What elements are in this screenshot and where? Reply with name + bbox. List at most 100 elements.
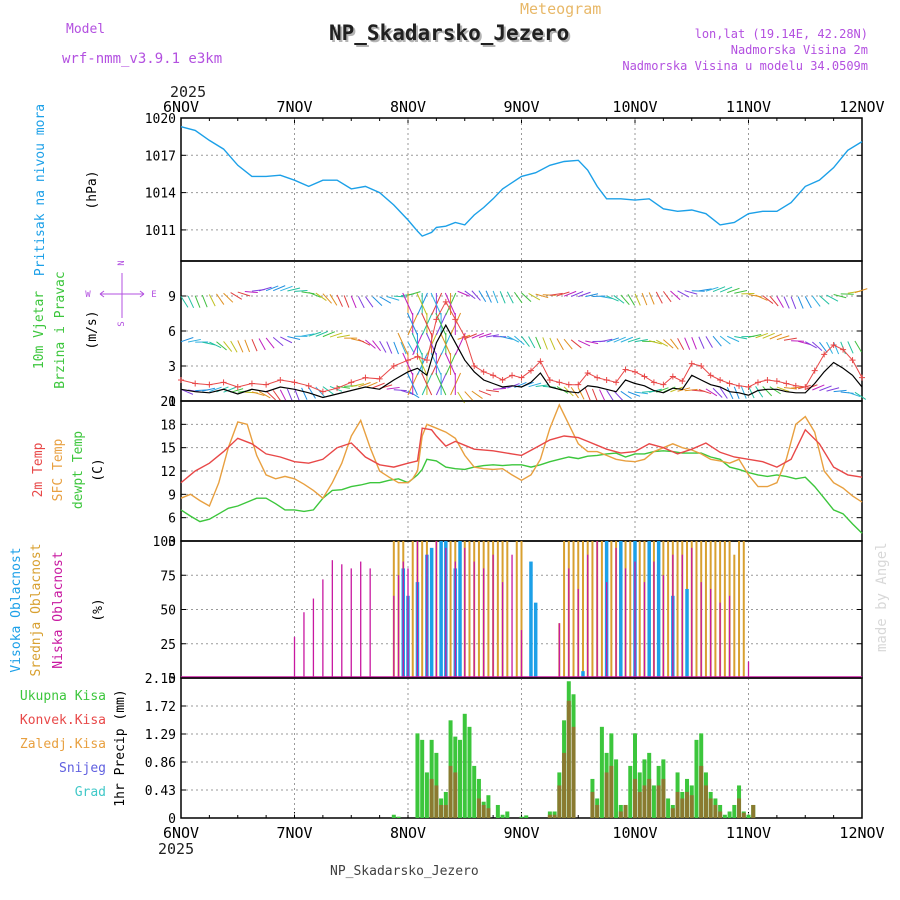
wind-arrow [542, 337, 548, 350]
cloud-low-bar [700, 582, 702, 678]
wind-arrow [613, 295, 625, 304]
sfc-temp-line [180, 403, 863, 508]
wind-arrow [613, 390, 623, 401]
wind-arrow-storm [402, 292, 414, 316]
wind-arrow [769, 295, 779, 307]
wind-arrow [287, 287, 301, 292]
wind-arrow [478, 333, 492, 339]
precip-unit: 1hr Precip (mm) [113, 689, 128, 806]
wind-arrow [521, 292, 532, 303]
wind-gust-marker [632, 368, 638, 375]
wind-gust-marker [660, 381, 667, 388]
wind-arrow [464, 391, 474, 402]
time-label-top: 8NOV [390, 98, 426, 116]
pressure-unit: (hPa) [85, 170, 100, 209]
wind-arrow [719, 286, 733, 293]
wind-arrow [202, 341, 216, 346]
wind-gust-marker [603, 377, 610, 383]
cloud-low-bar [520, 630, 523, 678]
cloud-mid-bar [572, 541, 575, 678]
cloud-mid-bar [487, 541, 490, 678]
wind-gust-marker [622, 366, 629, 373]
wind-arrow [585, 340, 599, 345]
wind-arrow [294, 290, 308, 292]
wind-arrow [507, 335, 520, 343]
temperature-panel: 3 6 9 12 15 18 21 [160, 395, 863, 550]
wind-arrow [712, 286, 726, 293]
section-title: Meteogram [520, 0, 601, 18]
cloud-low-bar [605, 582, 608, 678]
wind-arrow [826, 387, 840, 392]
time-label-top: 10NOV [612, 98, 657, 116]
year-top: 2025 [170, 83, 206, 101]
wind-gust-marker [518, 374, 525, 381]
precip-ytick-label: 1.29 [145, 728, 176, 743]
wind-gust-marker [650, 379, 657, 386]
wind-arrow [812, 341, 823, 352]
cloud-low-bar [728, 595, 731, 678]
precip-legend-item: Zaledj.Kisa [20, 737, 106, 752]
wind-gust-marker [305, 382, 312, 389]
wind-arrow [251, 391, 265, 397]
cloud-low-bar [492, 554, 494, 678]
credit-watermark: made by Angel [874, 542, 890, 652]
precip-total-bar [732, 804, 737, 818]
precip-total-bar [415, 733, 420, 818]
wind-gust-marker [773, 378, 780, 385]
wind-arrow [230, 292, 243, 300]
wind-arrow [365, 296, 374, 308]
wind-arrow [506, 291, 514, 304]
precip-convective-bar [557, 785, 562, 818]
cloud-ytick-label: 75 [160, 569, 176, 584]
wind-arrow [599, 389, 606, 402]
cloud-low-bar [402, 561, 404, 678]
lonlat-label: lon,lat (19.14E, 42.28N) [695, 27, 868, 41]
wind-gust-marker [575, 381, 582, 388]
precip-convective-bar [633, 778, 637, 818]
wind-arrow [301, 387, 308, 400]
wind-title-2: Brzina i Pravac [53, 271, 68, 388]
precip-total-bar [462, 713, 467, 818]
cloud-mid-bar [629, 541, 632, 678]
wind-ytick-label: 3 [168, 360, 176, 375]
wind-arrow [819, 295, 830, 305]
wind-gust-marker [849, 357, 856, 364]
cloud-unit: (%) [91, 598, 106, 621]
wind-arrow [471, 332, 485, 339]
cloud-mid-bar [581, 541, 584, 678]
cloud-low-bar [445, 547, 447, 678]
cloud-mid-bar [676, 541, 679, 678]
model-label: Model [66, 22, 105, 37]
cloud-high-bar [647, 541, 651, 678]
wind-arrow-storm [440, 332, 452, 356]
wind-ytick-label: 6 [168, 325, 176, 340]
cloud-high-bar [529, 561, 533, 678]
wind-arrow [755, 294, 768, 301]
wind-arrow [301, 333, 315, 337]
wind-arrow [386, 341, 393, 354]
wind-gust-marker [783, 380, 790, 387]
wind-arrow [393, 341, 399, 355]
cloud-low-bar [558, 623, 560, 678]
cloud-mid-bar [506, 541, 509, 678]
precip-total-bar [420, 739, 425, 818]
wind-gust-marker [248, 380, 255, 387]
dewpoint-line [180, 450, 863, 534]
time-label-bottom: 11NOV [726, 824, 771, 842]
wind-arrow [315, 330, 328, 337]
cloud-low-bar [331, 560, 333, 678]
compass-e: E [151, 290, 156, 300]
wind-gust-marker [452, 316, 459, 323]
wind-arrow [237, 291, 251, 297]
wind-arrow [734, 335, 748, 340]
precip-total-bar [519, 816, 524, 818]
cloud-low-bar [643, 582, 646, 678]
wind-arrow [591, 388, 598, 402]
wind-arrow [634, 391, 648, 395]
wind-gust-marker [480, 368, 487, 375]
wind-gust-marker [745, 384, 752, 390]
precip-total-bar [694, 739, 699, 818]
cloud-mid-bar [563, 541, 566, 678]
precip-convective-bar [741, 812, 746, 818]
precip-total-bar [633, 733, 637, 818]
